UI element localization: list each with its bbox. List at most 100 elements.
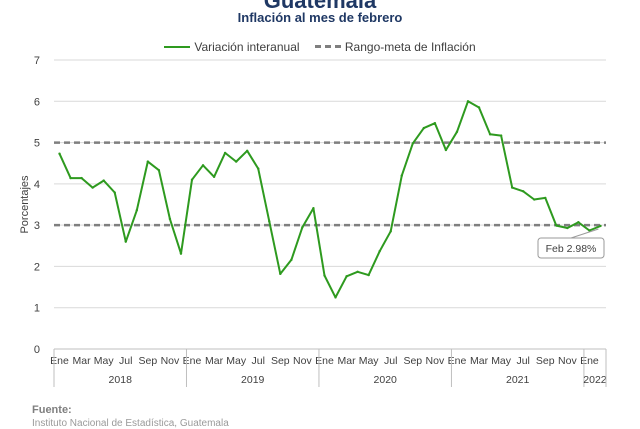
data-point [488, 133, 492, 136]
chart-title: Guatemala [263, 0, 377, 13]
legend-item-target: Rango-meta de Inflación [314, 39, 476, 54]
data-point [533, 198, 536, 201]
data-point [234, 160, 238, 163]
data-point [301, 226, 304, 229]
data-point [378, 249, 381, 253]
legend-label-target: Rango-meta de Inflación [344, 39, 476, 54]
data-point [168, 217, 172, 221]
data-point [389, 230, 392, 233]
year-label: 2020 [374, 374, 398, 386]
data-point [566, 226, 569, 230]
year-label: 2018 [109, 374, 133, 386]
y-tick-label: 2 [34, 261, 40, 273]
data-point [599, 224, 602, 228]
year-label: 2019 [241, 374, 265, 386]
x-tick-label: Jul [384, 355, 397, 367]
data-point [257, 167, 260, 170]
data-point [356, 270, 359, 273]
data-point [201, 164, 205, 167]
x-tick-label: Ene [580, 355, 599, 367]
legend-swatch-series [164, 46, 191, 48]
annotation-leader [570, 228, 599, 239]
data-point [190, 178, 194, 181]
year-label: 2021 [506, 374, 530, 386]
data-point [433, 121, 437, 125]
y-tick-label: 5 [34, 138, 40, 150]
data-point [268, 220, 271, 223]
data-point [279, 272, 282, 276]
data-point [323, 274, 326, 277]
data-point [91, 186, 94, 189]
x-tick-label: May [359, 355, 380, 367]
y-tick-label: 6 [34, 96, 40, 108]
data-point [477, 106, 481, 109]
x-tick-label: Mar [73, 355, 92, 367]
data-point [102, 179, 105, 182]
x-tick-label: Sep [271, 355, 290, 367]
y-tick-label: 1 [34, 303, 40, 315]
annotation-box [537, 237, 605, 259]
data-point [290, 258, 293, 262]
x-tick-label: Nov [558, 355, 577, 367]
data-point [223, 151, 227, 155]
x-tick-label: May [94, 355, 115, 367]
x-tick-label: Sep [138, 355, 157, 367]
data-point [367, 273, 370, 277]
data-point [80, 176, 83, 180]
x-tick-label: Jul [516, 355, 529, 367]
data-point [246, 149, 249, 153]
data-point [555, 224, 558, 227]
data-point [422, 126, 426, 130]
chart-subtitle: Inflación al mes de febrero [237, 10, 403, 25]
x-tick-label: Ene [315, 355, 334, 367]
data-point [510, 186, 514, 189]
data-point [400, 174, 403, 177]
x-tick-label: Mar [205, 355, 224, 367]
data-point [312, 207, 315, 210]
y-tick-label: 7 [34, 55, 40, 67]
x-tick-label: Ene [448, 355, 467, 367]
x-tick-label: Mar [470, 355, 489, 367]
legend-label-series: Variación interanual [194, 40, 300, 54]
data-point [411, 142, 414, 145]
data-point [455, 130, 459, 134]
legend-item-series: Variación interanual [164, 40, 300, 54]
data-point [179, 252, 183, 255]
x-tick-label: Jul [119, 355, 132, 367]
data-point [444, 148, 448, 152]
x-tick-label: Nov [293, 355, 312, 367]
x-tick-label: Nov [161, 355, 180, 367]
data-point [466, 100, 470, 103]
x-tick-label: Jul [252, 355, 265, 367]
data-point [499, 134, 503, 137]
x-tick-label: Ene [183, 355, 202, 367]
x-tick-label: Ene [50, 355, 69, 367]
y-tick-label: 4 [34, 179, 40, 191]
annotation-label: Feb 2.98% [546, 243, 597, 255]
data-point [146, 160, 150, 163]
data-point [522, 190, 525, 193]
data-point [544, 196, 547, 200]
data-point [577, 221, 580, 224]
data-point [212, 175, 216, 179]
data-point [334, 296, 337, 299]
series-line [58, 100, 601, 299]
x-tick-label: May [226, 355, 247, 367]
data-point [69, 176, 72, 180]
source-label: Fuente: [32, 404, 72, 416]
data-point [113, 191, 116, 194]
legend: Variación interanual Rango-meta de Infla… [0, 37, 640, 54]
y-axis-label: Porcentajes [19, 175, 31, 234]
data-point [345, 275, 348, 278]
data-point [58, 152, 61, 155]
data-point [588, 229, 591, 232]
data-point [135, 209, 138, 212]
y-tick-label: 3 [34, 220, 40, 232]
x-tick-label: May [491, 355, 512, 367]
data-point [157, 169, 161, 172]
x-tick-label: Sep [536, 355, 555, 367]
x-tick-label: Mar [338, 355, 357, 367]
legend-swatch-target [314, 45, 341, 48]
x-tick-label: Sep [403, 355, 422, 367]
